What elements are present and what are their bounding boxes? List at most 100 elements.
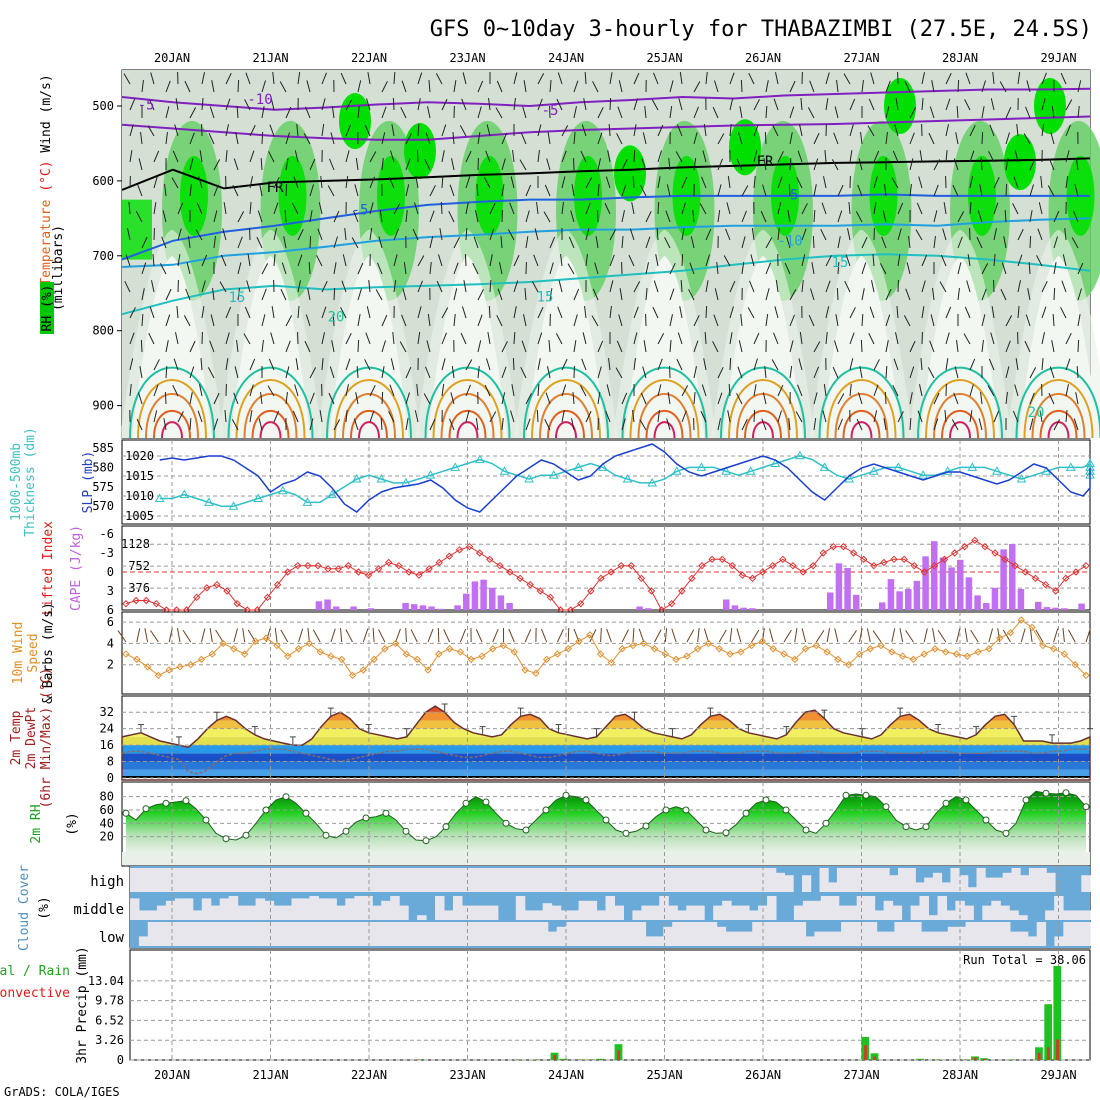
wind-barb [969,384,974,397]
wind-barb [653,280,659,293]
wind-barb [318,202,323,215]
wind-barb [561,410,565,423]
wind-barb [760,210,767,223]
wind-point [435,650,443,658]
cloud-cell [374,868,384,892]
wind-barb [495,107,503,119]
temp-contour [531,379,601,439]
wind-barb [921,98,924,111]
wind-barb [765,314,769,327]
wind-barb [953,392,959,405]
wind-point [758,637,767,645]
thickness-point [795,450,805,460]
wind-barb [771,359,779,371]
cloud-cell [409,868,419,892]
wind-barb [429,210,435,223]
wind-barb [753,332,760,345]
cape-bar [991,587,999,610]
wind-barb [448,210,455,223]
wind-barb [153,202,157,215]
wind-barb [870,72,875,85]
wind-barb [224,410,227,423]
wind-barb [1012,410,1019,423]
wind-barb [571,184,575,197]
cloud-cell [470,905,481,920]
thickness-point [524,474,534,483]
wind-barb [727,176,731,189]
li-point [334,565,342,573]
wind-barb [232,184,239,197]
wind-barb [441,175,444,189]
thickness-point [499,466,510,475]
wind-barb [639,419,647,431]
wind-barb [260,157,263,171]
cloud-cell [217,868,227,892]
cloud-cell [182,868,192,892]
cloud-cell [836,868,847,892]
temp-contour [235,379,306,439]
li-point [324,565,332,573]
cape-bar [636,606,643,610]
cloud-cell [191,868,201,892]
wind-barb [513,331,516,345]
wind-barb [1024,340,1031,353]
wind-barb [942,228,947,241]
wind-ylabel-text: 10m Wind [11,622,26,685]
temp-contour [744,410,782,439]
wind-barb [693,158,697,171]
top-date-label: 27JAN [843,51,879,65]
cloud-cell [805,936,815,946]
temp-contour-15 [121,253,1091,316]
cloud-cell [174,898,185,920]
thickness-point [302,497,313,506]
wind-point [834,655,842,664]
wind-barb [345,410,348,423]
cloud-cell [130,868,140,892]
cloud-cell [237,905,248,920]
cloud-cell [254,922,264,946]
wind-point [1049,645,1058,653]
wind-barb [317,228,323,241]
cape-bar [957,559,964,610]
wind-point [909,655,918,664]
wind-barb [246,280,251,293]
wind-barb [508,628,515,643]
wind-barb [1017,228,1024,241]
temp-contour [259,421,282,439]
wind-barb [1017,72,1021,85]
wind-barb [765,80,769,93]
wind-barb [741,185,749,197]
wind-barb [813,418,817,431]
temp-band [122,761,1090,770]
temperature-contours [121,87,1100,439]
wind-barb [837,184,844,197]
wind-barb [849,150,853,163]
wind-barb [524,629,532,643]
wind-barb [259,184,263,197]
li-point [294,561,302,570]
wind-barb [945,98,951,111]
cloud-cell [858,922,869,946]
wind-barb [1002,629,1011,643]
wind-barb [213,159,221,171]
wind-barb [475,418,479,431]
wind-barb [273,202,279,215]
cloud-cell [383,868,393,892]
wind-barb [236,340,239,353]
wind-barb [198,176,203,189]
wind-barb [177,628,181,643]
wind-barb [150,630,159,643]
wind-barb [1075,392,1079,405]
wind-barb [813,341,821,353]
wind-point [683,652,691,660]
wind-barb [378,236,383,249]
wind-barb [786,236,791,249]
li-point [597,574,605,583]
wind-point [154,671,163,680]
cloud-cell [218,922,229,946]
wind-tick-label: 2 [107,658,114,672]
wind-point [769,645,777,653]
cloud-cell [210,922,220,946]
wind-barb [686,629,695,643]
